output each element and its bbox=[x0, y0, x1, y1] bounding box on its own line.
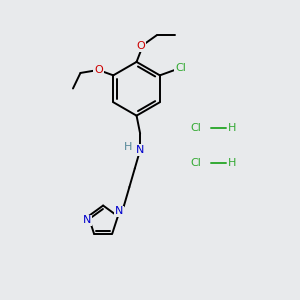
Text: H: H bbox=[123, 142, 132, 152]
Text: N: N bbox=[83, 215, 91, 226]
Text: H: H bbox=[228, 123, 236, 133]
Text: O: O bbox=[137, 41, 146, 51]
Text: N: N bbox=[115, 206, 123, 217]
Text: Cl: Cl bbox=[191, 123, 202, 133]
Text: N: N bbox=[136, 145, 144, 155]
Text: O: O bbox=[94, 65, 103, 75]
Text: H: H bbox=[228, 158, 236, 168]
Text: Cl: Cl bbox=[175, 63, 186, 73]
Text: Cl: Cl bbox=[191, 158, 202, 168]
